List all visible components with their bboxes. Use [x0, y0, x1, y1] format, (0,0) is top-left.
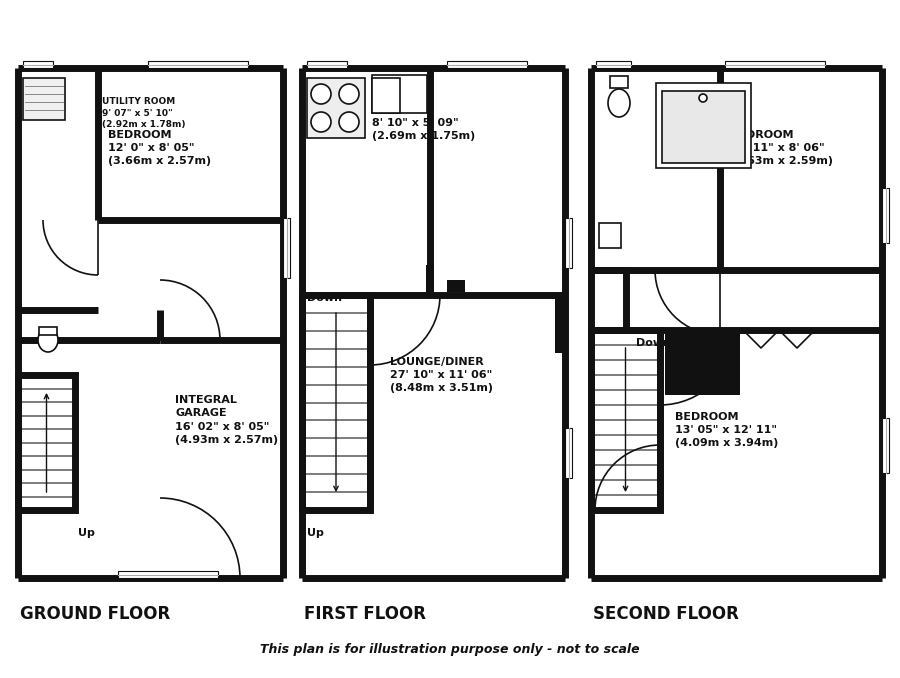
Text: SECOND FLOOR: SECOND FLOOR	[593, 605, 739, 623]
Bar	[118, 571, 218, 578]
Bar	[307, 78, 365, 138]
Bar	[302, 295, 370, 510]
Text: KITCHEN
8' 10" x 5' 09"
(2.69m x 1.75m): KITCHEN 8' 10" x 5' 09" (2.69m x 1.75m)	[372, 105, 475, 141]
Bar	[665, 330, 740, 395]
Bar	[372, 78, 400, 113]
Bar	[148, 61, 248, 68]
Bar	[882, 418, 889, 473]
Bar	[565, 218, 572, 268]
Bar	[565, 428, 572, 478]
Ellipse shape	[608, 89, 630, 117]
Ellipse shape	[38, 328, 58, 352]
Circle shape	[339, 84, 359, 104]
Circle shape	[311, 84, 331, 104]
Circle shape	[311, 112, 331, 132]
Bar	[555, 298, 565, 353]
Text: INTEGRAL
GARAGE
16' 02" x 8' 05"
(4.93m x 2.57m): INTEGRAL GARAGE 16' 02" x 8' 05" (4.93m …	[175, 395, 278, 445]
Bar	[307, 61, 347, 68]
Bar	[447, 61, 527, 68]
Bar	[23, 61, 53, 68]
Bar	[591, 330, 660, 510]
Bar	[447, 280, 465, 292]
Bar	[662, 91, 745, 163]
Circle shape	[339, 112, 359, 132]
Text: BEDROOM
13' 05" x 12' 11"
(4.09m x 3.94m): BEDROOM 13' 05" x 12' 11" (4.09m x 3.94m…	[675, 412, 778, 448]
Text: This plan is for illustration purpose only - not to scale: This plan is for illustration purpose on…	[260, 643, 640, 656]
Text: UTILITY ROOM
9' 07" x 5' 10"
(2.92m x 1.78m): UTILITY ROOM 9' 07" x 5' 10" (2.92m x 1.…	[102, 97, 185, 129]
Bar	[656, 83, 751, 168]
Bar	[599, 223, 621, 248]
Text: BEDROOM
12' 0" x 8' 05"
(3.66m x 2.57m): BEDROOM 12' 0" x 8' 05" (3.66m x 2.57m)	[108, 129, 212, 166]
Text: Up: Up	[307, 528, 324, 538]
Bar	[372, 75, 427, 113]
Bar	[39, 327, 57, 335]
Text: LOUNGE/DINER
27' 10" x 11' 06"
(8.48m x 3.51m): LOUNGE/DINER 27' 10" x 11' 06" (8.48m x …	[390, 357, 493, 393]
Text: Down: Down	[636, 338, 671, 348]
Bar	[23, 78, 65, 120]
Bar	[283, 218, 290, 278]
Text: BEDROOM
11' 11" x 8' 06"
(3.63m x 2.59m): BEDROOM 11' 11" x 8' 06" (3.63m x 2.59m)	[730, 129, 833, 166]
Bar	[610, 76, 628, 88]
Text: FIRST FLOOR: FIRST FLOOR	[304, 605, 426, 623]
Circle shape	[699, 94, 707, 102]
Bar	[725, 61, 825, 68]
Text: GROUND FLOOR: GROUND FLOOR	[20, 605, 170, 623]
Bar	[596, 61, 631, 68]
Bar	[882, 188, 889, 243]
Bar	[18, 375, 75, 510]
Text: Down: Down	[307, 293, 342, 303]
Text: Up: Up	[78, 528, 94, 538]
Bar	[426, 265, 434, 295]
